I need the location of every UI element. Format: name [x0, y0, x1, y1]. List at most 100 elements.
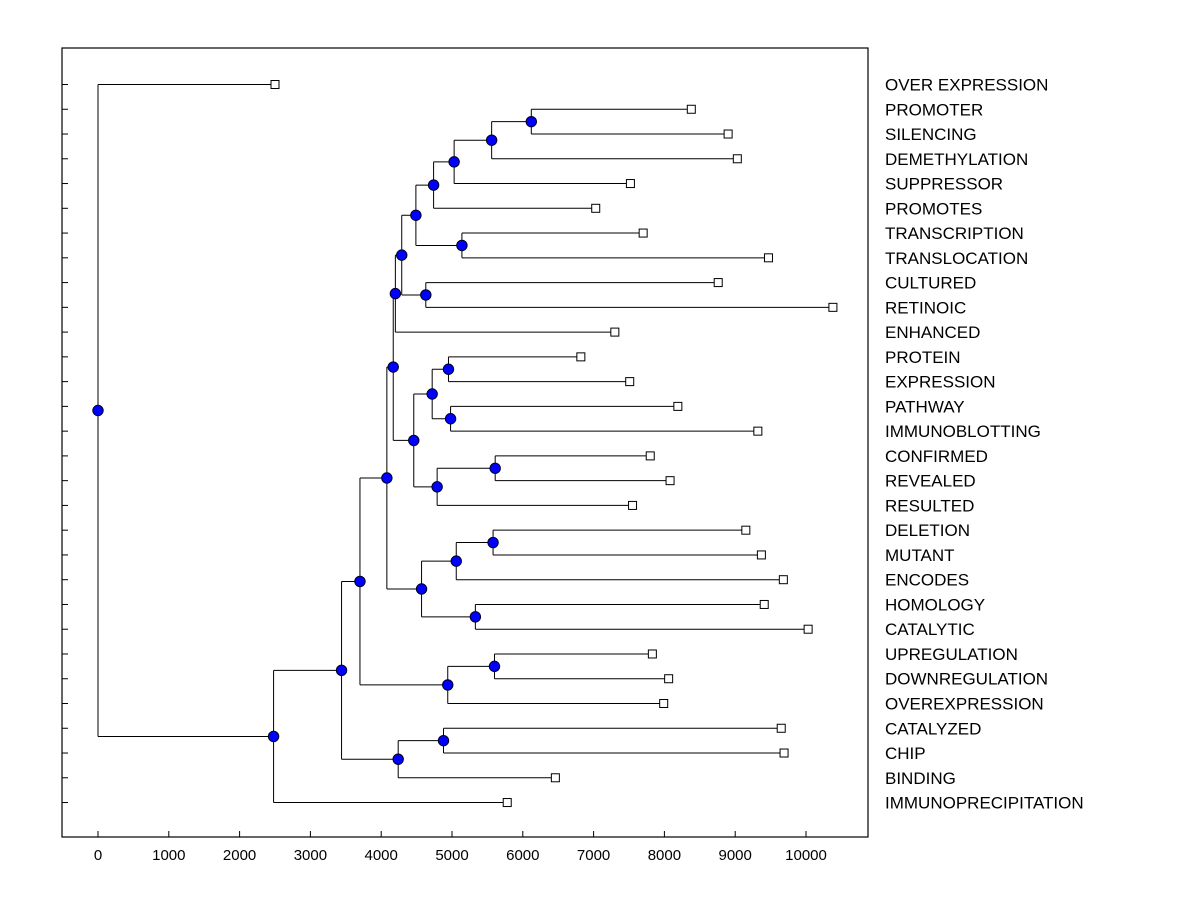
leaf-marker-promotes	[591, 203, 601, 213]
x-axis: 0 1000 2000 3000 4000 5000 6000 7000 8000 9000 100…	[94, 831, 827, 864]
merge-node-n-a4	[448, 156, 460, 168]
merge-node-n-hc	[469, 611, 482, 623]
leaf-label-encodes: ENCODES	[885, 571, 969, 590]
leaf-marker-resulted	[628, 500, 638, 510]
merge-node-n-crv	[489, 462, 501, 474]
merge-node-n-dme	[450, 555, 462, 567]
x-tick-label-4000: 4000	[365, 847, 398, 864]
merge-node-n-pe	[442, 363, 455, 375]
leaf-marker-immunoprecipitation	[502, 798, 512, 808]
x-tick-label-7000: 7000	[577, 847, 610, 864]
leaf-label-revealed: REVEALED	[885, 472, 976, 491]
leaf-label-overexpression: OVEREXPRESSION	[885, 695, 1044, 714]
leaf-marker-revealed	[665, 476, 675, 486]
leaf-marker-silencing	[723, 129, 733, 139]
leaf-marker-mutant	[756, 550, 766, 560]
leaf-label-demethylation: DEMETHYLATION	[885, 150, 1028, 169]
leaf-marker-retinoic	[828, 302, 838, 312]
merge-node-n-tt	[456, 239, 468, 252]
leaf-label-suppressor: SUPPRESSOR	[885, 175, 1003, 194]
leaf-marker-deletion	[741, 525, 751, 535]
merge-node-n-b4	[408, 434, 420, 447]
merge-node-n-a8	[389, 287, 402, 300]
leaf-marker-protein	[576, 352, 586, 362]
leaf-marker-immunoblotting	[753, 426, 763, 436]
leaf-label-over-expression: OVER EXPRESSION	[885, 76, 1048, 95]
x-tick-label-10000: 10000	[785, 847, 827, 864]
merge-node-n-b3	[426, 388, 438, 400]
leaf-marker-cultured	[713, 278, 723, 288]
merge-node-n-afi	[267, 730, 280, 743]
x-tick-label-3000: 3000	[294, 847, 327, 864]
merge-node-n-cc	[437, 734, 450, 747]
leaf-marker-translocation	[763, 253, 773, 263]
leaf-marker-enhanced	[610, 327, 620, 337]
leaf-marker-downregulation	[664, 674, 674, 684]
leaf-marker-catalytic	[803, 624, 813, 634]
merge-node-n-psd	[485, 134, 498, 146]
leaf-label-deletion: DELETION	[885, 521, 970, 540]
leaf-label-promotes: PROMOTES	[885, 199, 982, 218]
merge-node-n-a6	[410, 209, 422, 221]
x-tick-label-0: 0	[94, 847, 102, 864]
merge-node-n-ud	[488, 660, 501, 673]
leaf-label-chip: CHIP	[885, 744, 926, 763]
leaf-marker-homology	[759, 599, 769, 609]
leaf-label-downregulation: DOWNREGULATION	[885, 670, 1048, 689]
leaf-label-cultured: CULTURED	[885, 274, 976, 293]
merge-node-n-cr	[420, 289, 432, 301]
x-tick-label-2000: 2000	[223, 847, 256, 864]
leaf-label-expression: EXPRESSION	[885, 373, 996, 392]
leaf-label-immunoprecipitation: IMMUNOPRECIPITATION	[885, 794, 1084, 813]
leaf-marker-encodes	[778, 575, 788, 585]
merge-node-n-udo	[442, 679, 454, 691]
x-tick-label-1000: 1000	[152, 847, 185, 864]
leaf-marker-overexpression	[659, 699, 669, 708]
merge-node-n-pi	[444, 413, 457, 425]
leaf-marker-suppressor	[625, 179, 635, 189]
x-tick-label-8000: 8000	[648, 847, 681, 864]
leaf-label-promoter: PROMOTER	[885, 100, 983, 119]
merge-node-n-ccb	[392, 753, 404, 765]
left-tick-marks	[62, 84, 68, 804]
leaf-marker-binding	[550, 773, 560, 783]
leaf-label-transcription: TRANSCRIPTION	[885, 224, 1024, 243]
leaf-label-upregulation: UPREGULATION	[885, 645, 1018, 664]
leaf-label-immunoblotting: IMMUNOBLOTTING	[885, 422, 1041, 441]
merge-node-n-ps	[525, 115, 537, 128]
leaf-marker-promoter	[686, 104, 696, 114]
leaf-label-confirmed: CONFIRMED	[885, 447, 988, 466]
leaf-label-catalyzed: CATALYZED	[885, 719, 981, 738]
leaf-labels: OVER EXPRESSION PROMOTER SILENCING DEMETHYL…	[885, 76, 1084, 813]
x-tick-label-9000: 9000	[719, 847, 752, 864]
leaf-marker-transcription	[638, 228, 648, 238]
merge-node-n-ab	[387, 361, 399, 373]
leaf-marker-confirmed	[645, 451, 655, 461]
leaf-marker-over-expression	[270, 80, 280, 89]
leaf-marker-chip	[779, 748, 789, 758]
merge-node-n-ae	[354, 575, 366, 588]
leaf-label-catalytic: CATALYTIC	[885, 620, 975, 639]
leaf-marker-catalyzed	[776, 723, 786, 733]
merge-node-n-a7	[396, 249, 408, 261]
merge-node-n-abd	[381, 472, 393, 484]
x-tick-label-5000: 5000	[435, 847, 468, 864]
leaf-marker-expression	[625, 377, 635, 387]
dendrogram-links	[97, 84, 833, 804]
merge-node-n-af	[335, 664, 348, 677]
leaf-label-enhanced: ENHANCED	[885, 323, 980, 342]
leaf-label-translocation: TRANSLOCATION	[885, 249, 1028, 268]
plot-area	[61, 47, 869, 838]
leaf-label-homology: HOMOLOGY	[885, 595, 985, 614]
merge-node-n-d3	[415, 583, 428, 595]
merge-node-n-a5	[427, 179, 440, 191]
leaf-marker-demethylation	[732, 154, 742, 164]
leaf-label-binding: BINDING	[885, 769, 956, 788]
merge-node-n-dm	[487, 536, 499, 549]
leaf-marker-upregulation	[647, 649, 657, 659]
merge-nodes	[92, 115, 537, 765]
merge-node-root	[92, 404, 104, 417]
leaf-label-retinoic: RETINOIC	[885, 298, 966, 317]
leaf-label-resulted: RESULTED	[885, 496, 974, 515]
